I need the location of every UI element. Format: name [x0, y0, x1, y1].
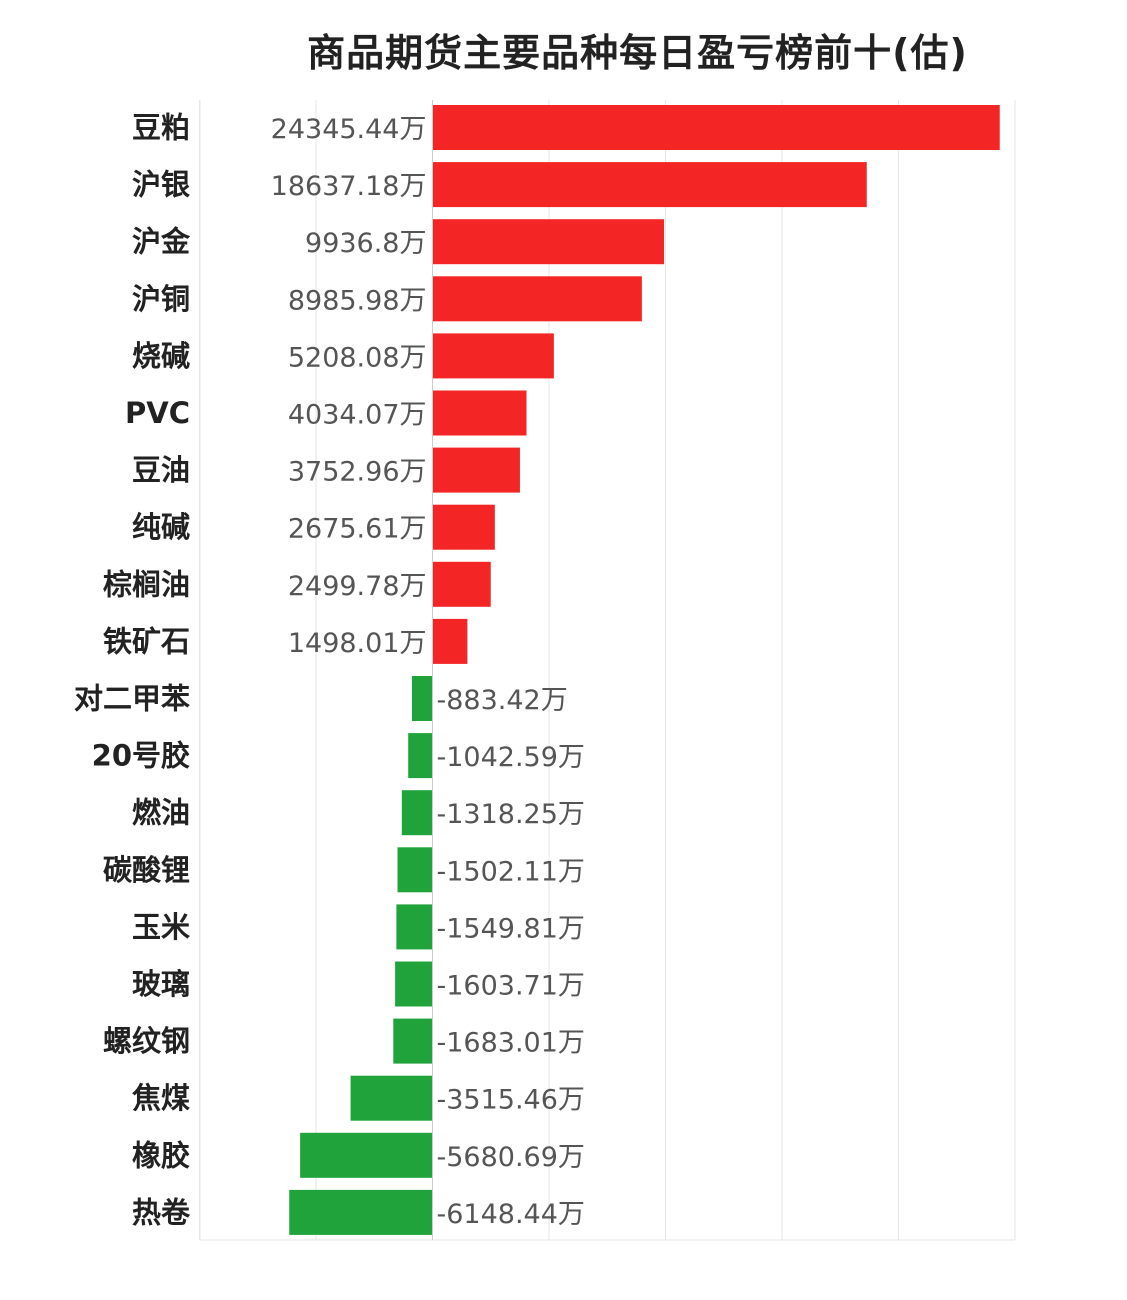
- value-label: 5208.08万: [288, 342, 427, 373]
- category-label: PVC: [125, 396, 190, 430]
- bar: [432, 390, 527, 436]
- value-label: 4034.07万: [288, 400, 427, 431]
- bar: [432, 333, 554, 379]
- category-label: 沪银: [132, 168, 190, 202]
- category-label: 烧碱: [132, 339, 190, 373]
- bar: [411, 676, 433, 721]
- bar: [432, 219, 665, 265]
- chart-title: 商品期货主要品种每日盈亏榜前十(估): [307, 31, 968, 75]
- category-label: 棕榈油: [103, 567, 190, 601]
- value-label: -3515.46万: [437, 1085, 585, 1116]
- category-label: 玉米: [132, 910, 190, 944]
- category-label: 纯碱: [132, 510, 190, 544]
- category-label: 沪铜: [132, 282, 190, 316]
- value-label: -6148.44万: [437, 1199, 585, 1230]
- value-label: -883.42万: [437, 685, 568, 716]
- category-label: 豆粕: [132, 111, 190, 145]
- value-label: -1603.71万: [437, 971, 585, 1002]
- bar: [432, 162, 867, 208]
- value-label: -1318.25万: [437, 799, 585, 830]
- value-label: 18637.18万: [271, 171, 427, 202]
- bar: [396, 904, 433, 950]
- value-label: -1042.59万: [437, 742, 585, 773]
- bar: [350, 1075, 433, 1121]
- bar: [432, 447, 520, 493]
- value-label: 3752.96万: [288, 457, 427, 488]
- category-label: 热卷: [132, 1195, 191, 1229]
- category-label: 沪金: [132, 225, 191, 259]
- value-label: 1498.01万: [288, 628, 427, 659]
- bar: [289, 1189, 433, 1235]
- bar: [432, 618, 468, 664]
- value-label: -5680.69万: [437, 1142, 585, 1173]
- bar: [395, 961, 433, 1007]
- category-label: 螺纹钢: [103, 1024, 190, 1058]
- category-label: 对二甲苯: [74, 682, 190, 716]
- category-label: 铁矿石: [103, 624, 190, 658]
- bar: [432, 276, 642, 322]
- value-label: 9936.8万: [305, 228, 426, 259]
- bar: [397, 847, 433, 893]
- value-label: 2499.78万: [288, 571, 427, 602]
- bar: [408, 733, 433, 779]
- bar: [300, 1132, 433, 1178]
- category-label: 20号胶: [92, 739, 190, 773]
- category-label: 碳酸锂: [103, 853, 190, 887]
- bar: [393, 1018, 433, 1064]
- value-label: -1549.81万: [437, 913, 585, 944]
- category-label: 燃油: [132, 796, 190, 830]
- value-label: 24345.44万: [271, 114, 427, 145]
- category-label: 橡胶: [132, 1138, 190, 1172]
- value-label: -1502.11万: [437, 856, 585, 887]
- bar: [432, 561, 491, 607]
- bar: [432, 105, 1000, 150]
- value-label: -1683.01万: [437, 1028, 585, 1059]
- category-label: 焦煤: [132, 1081, 190, 1115]
- category-label: 豆油: [132, 453, 190, 487]
- category-label: 玻璃: [132, 967, 190, 1001]
- bar: [432, 504, 495, 550]
- value-label: 2675.61万: [288, 514, 427, 545]
- bar: [401, 790, 433, 836]
- value-label: 8985.98万: [288, 285, 427, 316]
